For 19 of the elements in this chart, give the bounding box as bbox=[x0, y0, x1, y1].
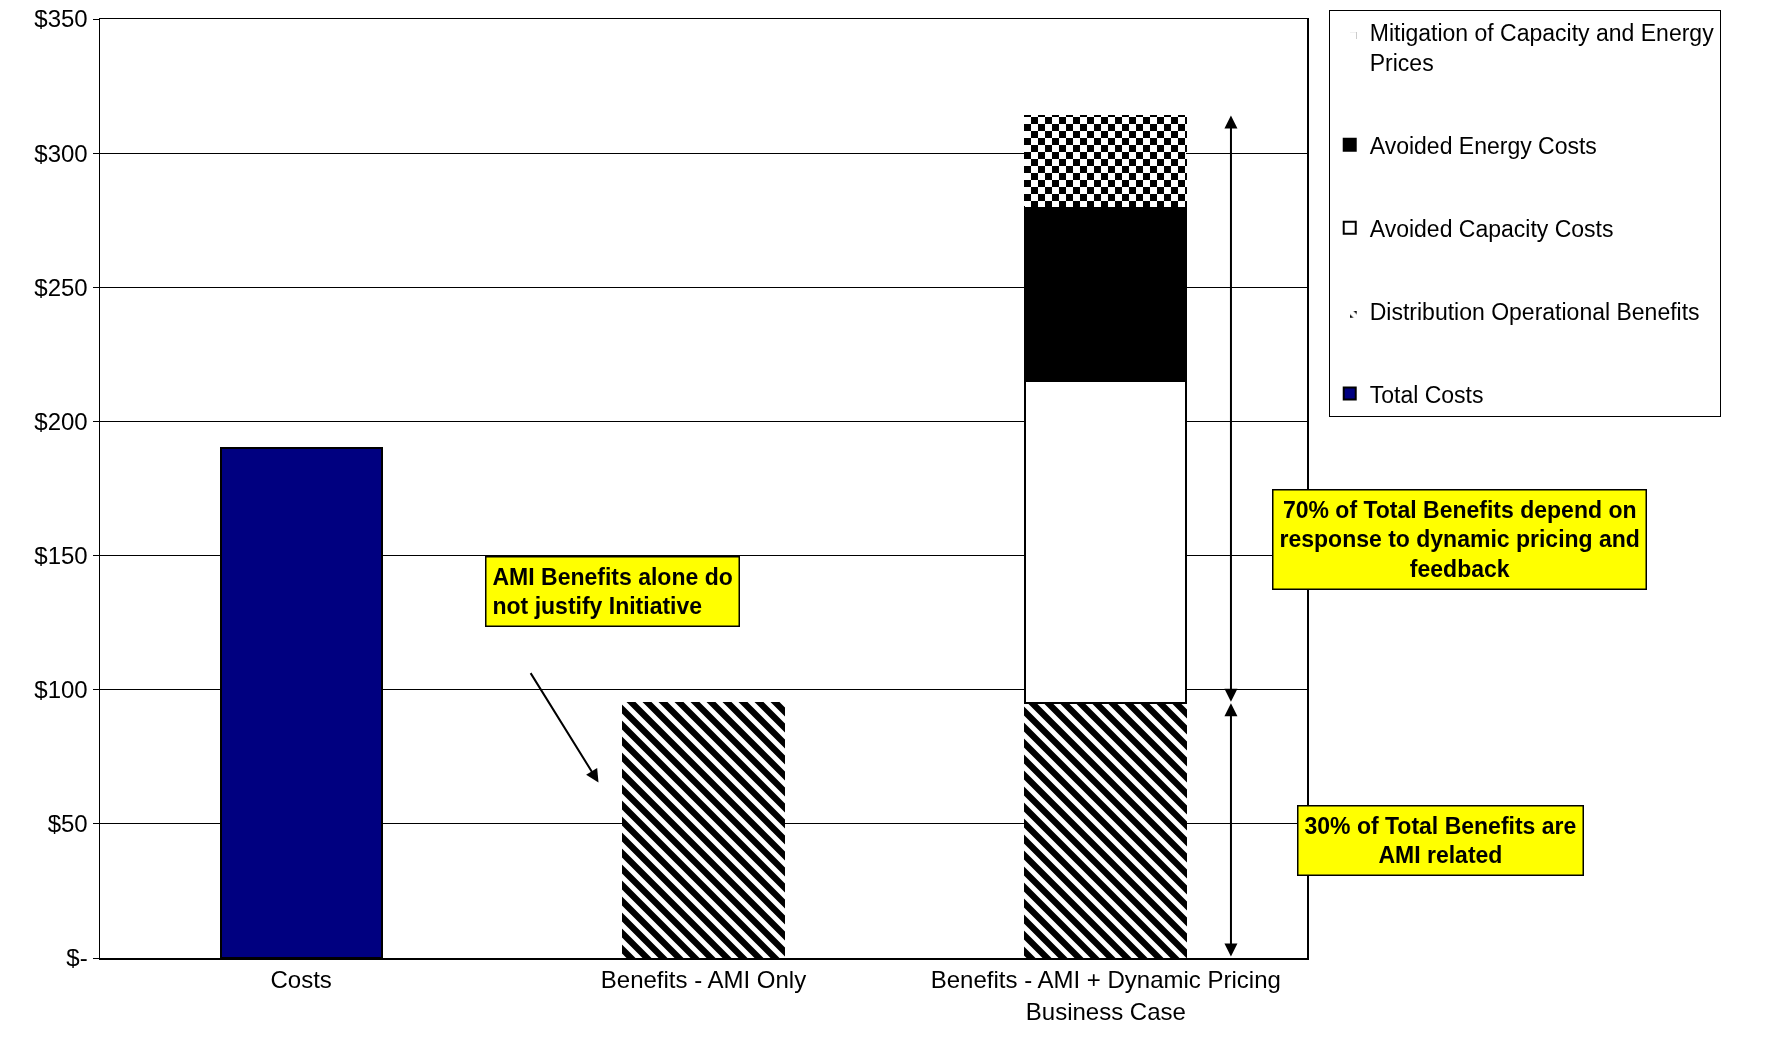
legend-label: Distribution Operational Benefits bbox=[1369, 298, 1700, 325]
y-tick-label: $50 bbox=[47, 810, 88, 838]
y-tick-label: $200 bbox=[34, 407, 88, 435]
x-tick-label: Costs bbox=[270, 966, 332, 994]
annotation: AMI Benefits alone do not justify Initiative bbox=[492, 563, 733, 620]
x-tick-label: Benefits - AMI Only bbox=[600, 966, 807, 994]
y-tick-label: $150 bbox=[34, 541, 88, 569]
legend-label: Avoided Capacity Costs bbox=[1369, 215, 1614, 242]
annotation: 30% of Total Benefits are AMI related bbox=[1304, 812, 1577, 869]
legend-label: Avoided Energy Costs bbox=[1369, 132, 1597, 159]
y-tick-label: $250 bbox=[34, 273, 88, 301]
y-tick-label: $300 bbox=[34, 139, 88, 167]
legend-label: Mitigation of Capacity and Energy Prices bbox=[1369, 20, 1715, 76]
y-tick-label: $350 bbox=[34, 5, 88, 33]
legend-label: Total Costs bbox=[1369, 381, 1484, 408]
x-tick-label: Benefits - AMI + Dynamic Pricing Business Case bbox=[930, 966, 1281, 1025]
annotation: 70% of Total Benefits depend on response to dynamic pricing and feedback bbox=[1279, 496, 1640, 583]
y-tick-label: $100 bbox=[34, 676, 88, 704]
y-tick-label: $- bbox=[66, 944, 88, 972]
